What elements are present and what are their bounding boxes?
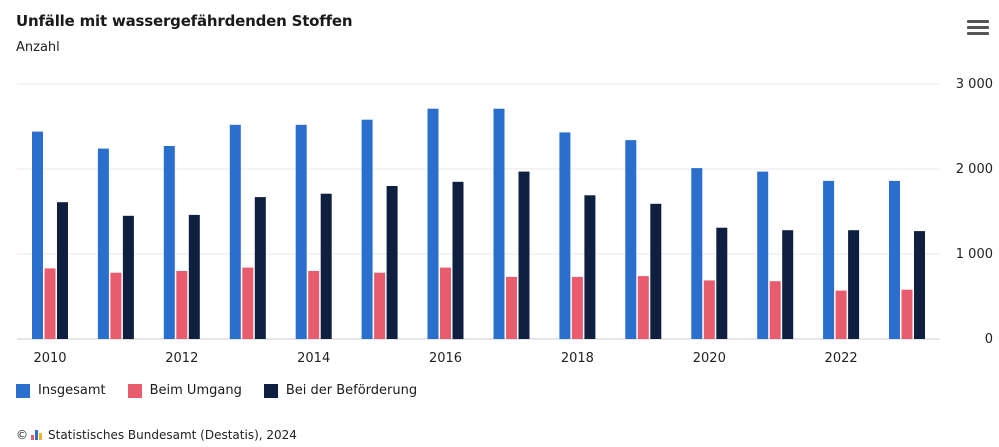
legend-swatch [127, 383, 142, 398]
bar-2015-series-2[interactable] [386, 186, 398, 339]
legend-label: Beim Umgang [149, 383, 242, 398]
y-tick-label: 2 000 [956, 162, 993, 177]
bar-2016-series-0[interactable] [427, 108, 439, 339]
bar-2021-series-2[interactable] [782, 230, 794, 339]
bar-2020-series-0[interactable] [691, 168, 703, 339]
hamburger-menu-icon[interactable] [967, 20, 989, 38]
bar-2018-series-0[interactable] [559, 132, 571, 339]
bar-2022-series-0[interactable] [823, 180, 835, 339]
copyright-symbol: © [16, 428, 28, 442]
bar-2023-series-1[interactable] [901, 289, 913, 339]
x-tick-label: 2020 [693, 351, 726, 366]
x-tick-label: 2018 [561, 351, 594, 366]
bar-chart: 0 1 000 2 000 3 000 2010 2012 2014 2016 2018 202… [17, 77, 993, 366]
bar-2014-series-1[interactable] [308, 271, 320, 339]
legend-item-bei-der-befoerderung[interactable]: Bei der Beförderung [263, 383, 418, 398]
bar-2015-series-1[interactable] [374, 272, 386, 339]
bar-2012-series-1[interactable] [176, 271, 188, 339]
bar-2013-series-1[interactable] [242, 267, 254, 339]
bar-2022-series-1[interactable] [835, 290, 847, 339]
bar-2014-series-0[interactable] [295, 124, 307, 339]
bar-2013-series-2[interactable] [254, 197, 266, 339]
bar-2012-series-0[interactable] [163, 146, 175, 339]
legend: Insgesamt Beim Umgang Bei der Beförderun… [16, 383, 417, 398]
legend-swatch [16, 383, 30, 398]
x-tick-label: 2012 [165, 351, 198, 366]
bar-2016-series-1[interactable] [440, 267, 451, 339]
bar-2023-series-2[interactable] [914, 231, 925, 339]
bar-2019-series-0[interactable] [625, 140, 637, 339]
y-tick-label: 0 [985, 332, 993, 347]
bar-2020-series-2[interactable] [716, 227, 728, 339]
bar-2017-series-0[interactable] [493, 108, 505, 339]
legend-label: Insgesamt [38, 383, 106, 398]
destatis-logo-icon [31, 430, 42, 440]
bar-2021-series-0[interactable] [757, 171, 769, 339]
x-axis-ticks: 2010 2012 2014 2016 2018 2020 2022 [33, 351, 857, 366]
source-credit: © Statistisches Bundesamt (Destatis), 20… [16, 428, 297, 442]
bar-2010-series-2[interactable] [57, 202, 68, 339]
bar-2010-series-1[interactable] [44, 268, 56, 339]
bar-2020-series-1[interactable] [703, 280, 715, 339]
bar-2012-series-2[interactable] [188, 214, 200, 339]
bar-2013-series-0[interactable] [229, 124, 241, 339]
bar-2019-series-1[interactable] [637, 276, 649, 339]
credit-text[interactable]: Statistisches Bundesamt (Destatis), 2024 [48, 428, 297, 442]
y-tick-label: 3 000 [956, 77, 993, 92]
bar-2023-series-0[interactable] [889, 180, 900, 339]
bar-2011-series-2[interactable] [122, 215, 134, 340]
bars [32, 108, 925, 340]
bar-2022-series-2[interactable] [848, 230, 860, 339]
bar-2021-series-1[interactable] [769, 281, 781, 339]
chart-subtitle: Anzahl [16, 40, 60, 55]
legend-item-beim-umgang[interactable]: Beim Umgang [127, 383, 242, 398]
bar-2015-series-0[interactable] [361, 119, 373, 339]
bar-2016-series-2[interactable] [452, 181, 464, 340]
bar-2018-series-2[interactable] [584, 195, 596, 339]
bar-2011-series-1[interactable] [110, 272, 122, 339]
bar-2010-series-0[interactable] [32, 131, 43, 339]
legend-item-insgesamt[interactable]: Insgesamt [16, 383, 106, 398]
bar-2011-series-0[interactable] [97, 148, 109, 339]
legend-label: Bei der Beförderung [285, 383, 418, 398]
y-axis-ticks: 0 1 000 2 000 3 000 [956, 77, 993, 347]
x-tick-label: 2010 [33, 351, 66, 366]
bar-2014-series-2[interactable] [320, 193, 332, 339]
bar-2017-series-1[interactable] [506, 276, 517, 339]
x-tick-label: 2022 [825, 351, 858, 366]
x-tick-label: 2016 [429, 351, 462, 366]
bar-2017-series-2[interactable] [518, 171, 530, 339]
legend-swatch [263, 383, 278, 398]
y-tick-label: 1 000 [956, 247, 993, 262]
chart-title: Unfälle mit wassergefährdenden Stoffen [16, 12, 353, 30]
grid-lines [17, 83, 940, 340]
bar-2018-series-1[interactable] [571, 276, 583, 339]
x-tick-label: 2014 [297, 351, 330, 366]
bar-2019-series-2[interactable] [650, 203, 662, 339]
